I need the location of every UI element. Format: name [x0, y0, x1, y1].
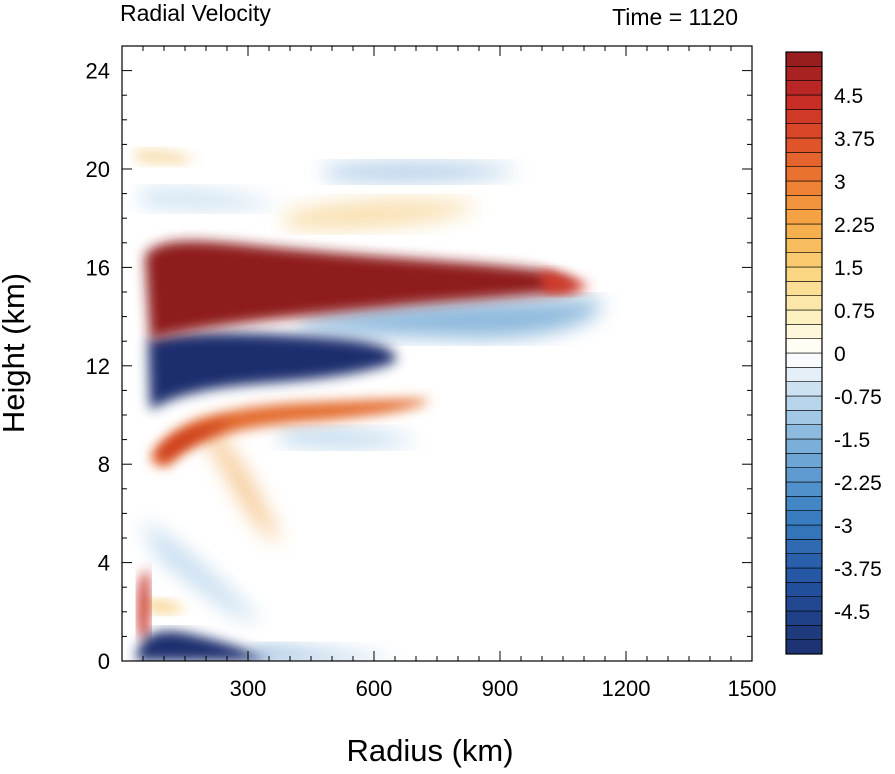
velocity-field	[135, 149, 602, 661]
outflow-tip	[540, 270, 590, 293]
colorbar-bin	[785, 238, 823, 253]
upper-inflow-band	[320, 162, 520, 182]
time-label: Time = 1120	[612, 4, 738, 30]
colorbar-tick-label: 3.75	[834, 128, 875, 151]
y-tick-label: 0	[98, 649, 110, 674]
colorbar-bin	[785, 352, 823, 368]
colorbar-bin	[785, 195, 823, 210]
colorbar-tick-label: -3.75	[834, 558, 882, 581]
y-axis-label: Height (km)	[0, 273, 31, 433]
x-axis-label: Radius (km)	[346, 733, 513, 768]
y-tick-label: 16	[86, 255, 110, 280]
colorbar-tick-label: 1.5	[834, 257, 863, 280]
mid-level-inflow	[280, 428, 420, 447]
colorbar-bin	[785, 539, 823, 554]
x-tick-label: 300	[230, 676, 267, 701]
x-tick-label: 900	[482, 676, 519, 701]
colorbar-tick-label: 2.25	[834, 214, 875, 237]
strong-outflow-core	[145, 241, 576, 340]
colorbar-bin	[785, 410, 823, 425]
y-tick-label: 24	[86, 59, 110, 84]
upper-outflow-band	[280, 199, 480, 230]
colorbar-bin	[785, 510, 823, 526]
colorbar-bin	[785, 553, 823, 569]
colorbar-tick-label: 0	[834, 343, 846, 366]
strong-inflow-core	[148, 333, 396, 410]
colorbar-tick-label: 3	[834, 171, 846, 194]
colorbar-bin	[785, 567, 823, 583]
colorbar-tick-label: 0.75	[834, 300, 875, 323]
colorbar-tick-label: -0.75	[834, 386, 882, 409]
colorbar-bin	[785, 596, 823, 612]
colorbar-bin	[785, 137, 823, 153]
colorbar-bin	[785, 209, 823, 225]
moderate-outflow-core	[155, 420, 235, 462]
boundary-layer-inflow-tail	[250, 645, 400, 661]
colorbar-bin	[785, 524, 823, 540]
x-tick-label: 600	[356, 676, 393, 701]
colorbar-bin	[785, 252, 823, 268]
colorbar-bin	[785, 223, 823, 239]
colorbar-tick-label: 4.5	[834, 85, 863, 108]
colorbar-bin	[785, 180, 823, 196]
colorbar-bin	[785, 281, 823, 296]
colorbar-bin	[785, 166, 823, 182]
y-tick-label: 20	[86, 157, 110, 182]
upper-left-outflow	[135, 149, 195, 165]
boundary-layer-inflow	[136, 631, 270, 661]
y-tick-label: 8	[98, 452, 110, 477]
colorbar-bin	[785, 367, 823, 382]
colorbar-bin	[785, 338, 823, 354]
colorbar-bin	[785, 481, 823, 497]
colorbar-bin	[785, 453, 823, 468]
colorbar-frame	[785, 51, 823, 655]
colorbar-bin	[785, 467, 823, 483]
colorbar-bin	[785, 51, 823, 67]
colorbar-bin	[785, 610, 823, 626]
lower-inflow-streak	[140, 520, 260, 621]
colorbar-bin	[785, 395, 823, 411]
colorbar-bin	[785, 309, 823, 325]
x-tick-label: 1200	[602, 676, 651, 701]
colorbar-bin	[785, 639, 823, 655]
y-tick-label: 12	[86, 354, 110, 379]
colorbar-bin	[785, 582, 823, 597]
colorbar-bin	[785, 152, 823, 167]
weak-inflow-band	[300, 300, 602, 339]
weak-inflow-band-upper	[140, 188, 280, 210]
y-axis-ticks: 0 4 8 12 16 20 24	[86, 45, 752, 674]
colorbar-bin	[785, 66, 823, 81]
chart-title: Radial Velocity	[120, 0, 271, 26]
low-level-outflow	[138, 570, 150, 641]
plot-area	[121, 45, 753, 662]
y-tick-label: 4	[98, 551, 110, 576]
colorbar-bin	[785, 295, 823, 311]
colorbar-bin	[785, 94, 823, 110]
colorbar-tick-label: -2.25	[834, 472, 882, 495]
x-tick-label: 1500	[728, 676, 777, 701]
colorbar-bin	[785, 625, 823, 640]
low-level-outflow-streak	[145, 599, 185, 614]
colorbar-tick-label: -4.5	[834, 601, 870, 624]
colorbar-bin	[785, 80, 823, 96]
colorbar: 4.5 3.75 3 2.25 1.5 0.75 0 -0.75 -1.5 -2.25 -3 -3.7…	[785, 51, 882, 655]
colorbar-bin	[785, 109, 823, 124]
colorbar-bin	[785, 381, 823, 397]
colorbar-bin	[785, 123, 823, 139]
colorbar-bin	[785, 438, 823, 454]
x-axis-ticks: 300 600 900 1200 1500	[142, 46, 777, 701]
diagonal-outflow-streak	[200, 420, 280, 541]
colorbar-tick-label: -3	[834, 515, 853, 538]
colorbar-bin	[785, 266, 823, 282]
moderate-outflow-band	[150, 399, 430, 468]
colorbar-tick-label: -1.5	[834, 429, 870, 452]
colorbar-bin	[785, 324, 823, 339]
colorbar-bin	[785, 496, 823, 511]
colorbar-bin	[785, 424, 823, 440]
